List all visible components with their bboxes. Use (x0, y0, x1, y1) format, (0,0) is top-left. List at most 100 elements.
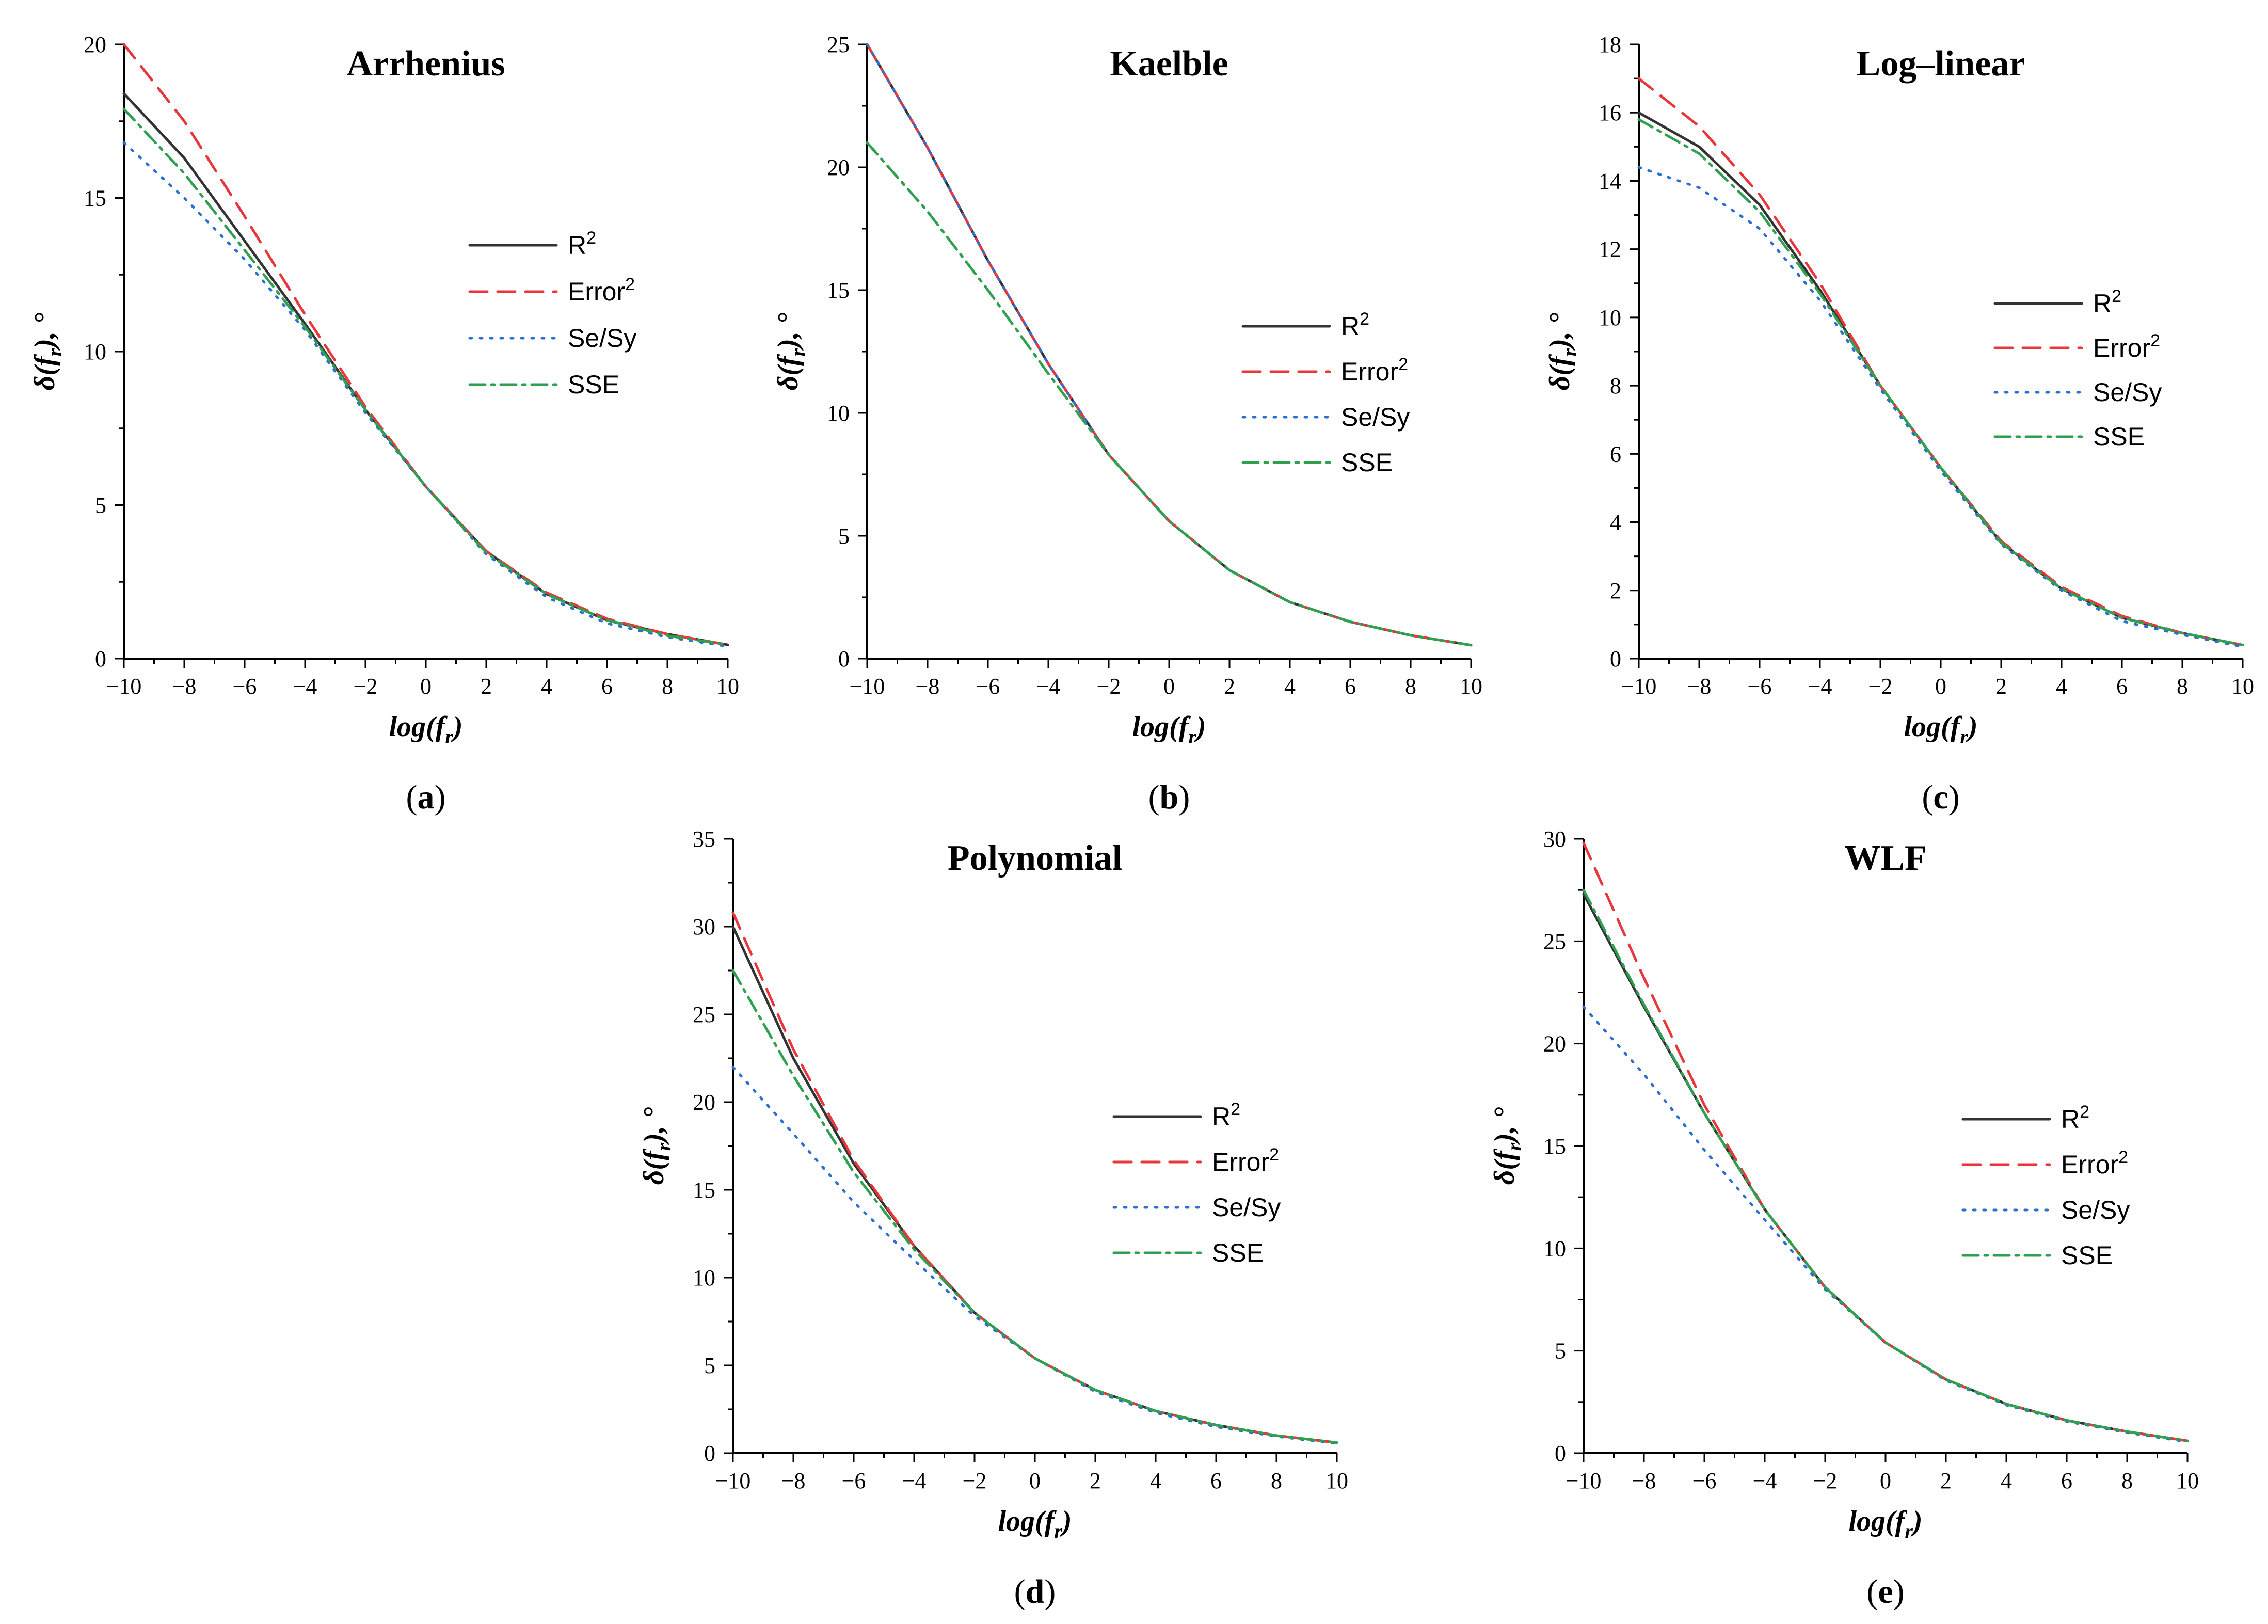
series-line-r (122, 92, 729, 646)
legend-label: R2 (2061, 1102, 2089, 1134)
panel-c: −10 −8 −6 −4 −2 0 2 4 6 8 10 0 2 4 6 8 10 12 14 16 18 Log–lin… (1544, 32, 2254, 816)
chart-title: Arrhenius (346, 44, 505, 84)
y-tick-label: 8 (1610, 373, 1621, 399)
x-tick-label: 6 (2116, 674, 2128, 699)
legend-label: Se/Sy (1212, 1193, 1281, 1222)
x-tick-label: −10 (106, 674, 142, 699)
x-tick-label: −6 (976, 674, 1000, 699)
y-tick-label: 25 (1543, 929, 1566, 954)
y-axis-title: δ(fr), ° (1489, 1107, 1526, 1185)
y-tick-label: 0 (95, 646, 106, 672)
y-tick-label: 0 (704, 1441, 715, 1466)
legend-label: SSE (2061, 1241, 2113, 1270)
y-tick-label: 6 (1610, 441, 1621, 467)
y-tick-label: 20 (827, 155, 850, 180)
y-tick-label: 5 (704, 1353, 715, 1378)
y-tick-label: 0 (1555, 1441, 1566, 1466)
x-tick-label: −6 (233, 674, 257, 699)
y-tick-label: 15 (693, 1177, 715, 1203)
legend-label: Error2 (1212, 1145, 1279, 1176)
x-tick-label: 2 (1995, 674, 2007, 699)
series-line-sse (1637, 118, 2244, 647)
x-tick-label: 6 (1345, 674, 1356, 699)
x-tick-label: −6 (842, 1468, 866, 1493)
legend-label: Se/Sy (2061, 1196, 2130, 1224)
x-tick-label: 0 (420, 674, 432, 699)
legend-label: Error2 (2093, 331, 2160, 362)
y-tick-label: 20 (84, 32, 106, 57)
panel-caption: (a) (406, 778, 446, 816)
y-tick-label: 0 (1610, 646, 1621, 672)
panel-e: −10 −8 −6 −4 −2 0 2 4 6 8 10 0 5 10 15 20 25 30 WLF R2 Error… (1489, 826, 2199, 1611)
series-line-error (731, 911, 1338, 1444)
series-line-se-sy (1637, 166, 2244, 648)
x-axis-title: log(fr) (1132, 711, 1206, 748)
y-axis-title: δ(fr), ° (638, 1107, 675, 1185)
x-tick-label: −10 (1621, 674, 1657, 699)
x-tick-label: −2 (1813, 1468, 1838, 1493)
y-axis-title: δ(fr), ° (1544, 312, 1581, 390)
x-tick-label: −8 (781, 1468, 806, 1493)
legend-label: SSE (568, 370, 619, 399)
y-tick-label: 20 (1543, 1031, 1566, 1057)
y-tick-label: 5 (838, 523, 850, 549)
y-tick-label: 2 (1610, 578, 1621, 603)
legend-label: Se/Sy (1341, 403, 1410, 432)
x-tick-label: 6 (1210, 1468, 1222, 1493)
x-tick-label: 8 (1405, 674, 1416, 699)
x-tick-label: −4 (902, 1468, 927, 1493)
x-tick-label: 0 (1935, 674, 1946, 699)
series-line-sse (866, 141, 1473, 647)
x-tick-label: 10 (2231, 674, 2254, 699)
y-tick-label: 10 (1543, 1236, 1566, 1261)
y-tick-label: 10 (827, 401, 850, 426)
x-tick-label: 4 (2001, 1468, 2012, 1493)
x-tick-label: −8 (1632, 1468, 1656, 1493)
panel-caption: (d) (1014, 1573, 1056, 1611)
y-tick-label: 30 (1543, 826, 1566, 852)
y-axis-title: δ(fr), ° (29, 312, 66, 390)
series-line-se-sy (866, 43, 1473, 647)
x-tick-label: 8 (2121, 1468, 2133, 1493)
y-tick-label: 10 (84, 339, 106, 364)
panel-a: −10 −8 −6 −4 −2 0 2 4 6 8 10 0 5 10 15 20 Arrhenius R2 Err… (29, 32, 739, 816)
x-tick-label: −10 (850, 674, 885, 699)
legend-label: R2 (2093, 286, 2121, 318)
x-tick-label: 0 (1029, 1468, 1041, 1493)
legend-label: R2 (1341, 309, 1369, 341)
legend-label: R2 (568, 228, 596, 260)
x-tick-label: 8 (2177, 674, 2188, 699)
legend-label: R2 (1212, 1100, 1240, 1131)
chart-title: Polynomial (948, 838, 1122, 878)
y-tick-label: 15 (1543, 1134, 1566, 1159)
legend-label: Se/Sy (2093, 378, 2162, 407)
x-tick-label: −8 (172, 674, 197, 699)
y-tick-label: 0 (838, 646, 850, 672)
y-tick-label: 30 (693, 914, 715, 940)
y-tick-label: 10 (693, 1265, 715, 1291)
series-line-error (122, 43, 729, 646)
x-tick-label: −8 (916, 674, 940, 699)
x-tick-label: −4 (1753, 1468, 1777, 1493)
x-tick-label: −10 (715, 1468, 751, 1493)
y-tick-label: 25 (693, 1002, 715, 1027)
series-line-error (1582, 841, 2189, 1442)
x-tick-label: −2 (963, 1468, 987, 1493)
x-tick-label: −6 (1692, 1468, 1717, 1493)
x-tick-label: 2 (1090, 1468, 1101, 1493)
y-tick-label: 4 (1610, 510, 1621, 535)
x-tick-label: −4 (1036, 674, 1061, 699)
x-axis-title: log(fr) (389, 711, 462, 748)
y-tick-label: 5 (1555, 1339, 1566, 1364)
x-tick-label: 6 (2061, 1468, 2072, 1493)
chart-title: Kaelble (1110, 44, 1228, 84)
x-tick-label: 2 (481, 674, 492, 699)
y-tick-label: 15 (84, 186, 106, 211)
x-tick-label: 10 (1460, 674, 1482, 699)
series-line-error (866, 43, 1473, 647)
x-tick-label: 10 (2176, 1468, 2199, 1493)
y-tick-label: 12 (1599, 237, 1621, 262)
x-tick-label: 4 (2056, 674, 2067, 699)
x-tick-label: −4 (1808, 674, 1832, 699)
